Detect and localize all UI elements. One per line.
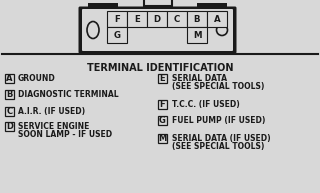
FancyBboxPatch shape: [82, 9, 233, 51]
Ellipse shape: [217, 25, 228, 36]
Bar: [5, 107, 14, 116]
Text: SOON LAMP - IF USED: SOON LAMP - IF USED: [18, 130, 112, 139]
Bar: [158, 100, 167, 109]
Text: E: E: [160, 74, 165, 83]
Ellipse shape: [87, 21, 99, 38]
Text: M: M: [158, 134, 167, 143]
Bar: [143, 0, 172, 6]
Text: T.C.C. (IF USED): T.C.C. (IF USED): [172, 100, 240, 109]
Bar: [158, 134, 167, 143]
Text: F: F: [160, 100, 165, 109]
Text: DIAGNOSTIC TERMINAL: DIAGNOSTIC TERMINAL: [18, 90, 119, 99]
Bar: [167, 11, 187, 27]
Bar: [5, 74, 14, 83]
Text: SERIAL DATA (IF USED): SERIAL DATA (IF USED): [172, 134, 271, 143]
Bar: [187, 27, 207, 43]
Text: D: D: [153, 14, 161, 24]
Bar: [88, 3, 118, 9]
Text: G: G: [114, 30, 121, 40]
Text: GROUND: GROUND: [18, 74, 56, 83]
Text: FUEL PUMP (IF USED): FUEL PUMP (IF USED): [172, 116, 265, 125]
Text: A: A: [6, 74, 13, 83]
Text: G: G: [159, 116, 166, 125]
Text: B: B: [194, 14, 200, 24]
Text: D: D: [6, 122, 13, 131]
Bar: [158, 74, 167, 83]
Text: E: E: [134, 14, 140, 24]
Text: M: M: [193, 30, 201, 40]
Text: SERIAL DATA: SERIAL DATA: [172, 74, 227, 83]
Text: C: C: [6, 107, 12, 116]
Text: A.I.R. (IF USED): A.I.R. (IF USED): [18, 107, 85, 116]
FancyBboxPatch shape: [78, 7, 236, 53]
Text: C: C: [174, 14, 180, 24]
Bar: [5, 122, 14, 131]
Text: TERMINAL IDENTIFICATION: TERMINAL IDENTIFICATION: [87, 63, 233, 73]
Bar: [107, 11, 127, 27]
Bar: [187, 11, 207, 27]
Text: B: B: [6, 90, 13, 99]
Text: A: A: [214, 14, 220, 24]
Text: SERVICE ENGINE: SERVICE ENGINE: [18, 122, 89, 131]
Text: (SEE SPECIAL TOOLS): (SEE SPECIAL TOOLS): [172, 82, 264, 91]
Bar: [127, 11, 147, 27]
Bar: [158, 116, 167, 125]
Bar: [107, 27, 127, 43]
Text: F: F: [114, 14, 120, 24]
Bar: [147, 11, 167, 27]
Bar: [207, 11, 227, 27]
Bar: [197, 3, 227, 9]
Bar: [5, 90, 14, 99]
Text: (SEE SPECIAL TOOLS): (SEE SPECIAL TOOLS): [172, 142, 264, 151]
